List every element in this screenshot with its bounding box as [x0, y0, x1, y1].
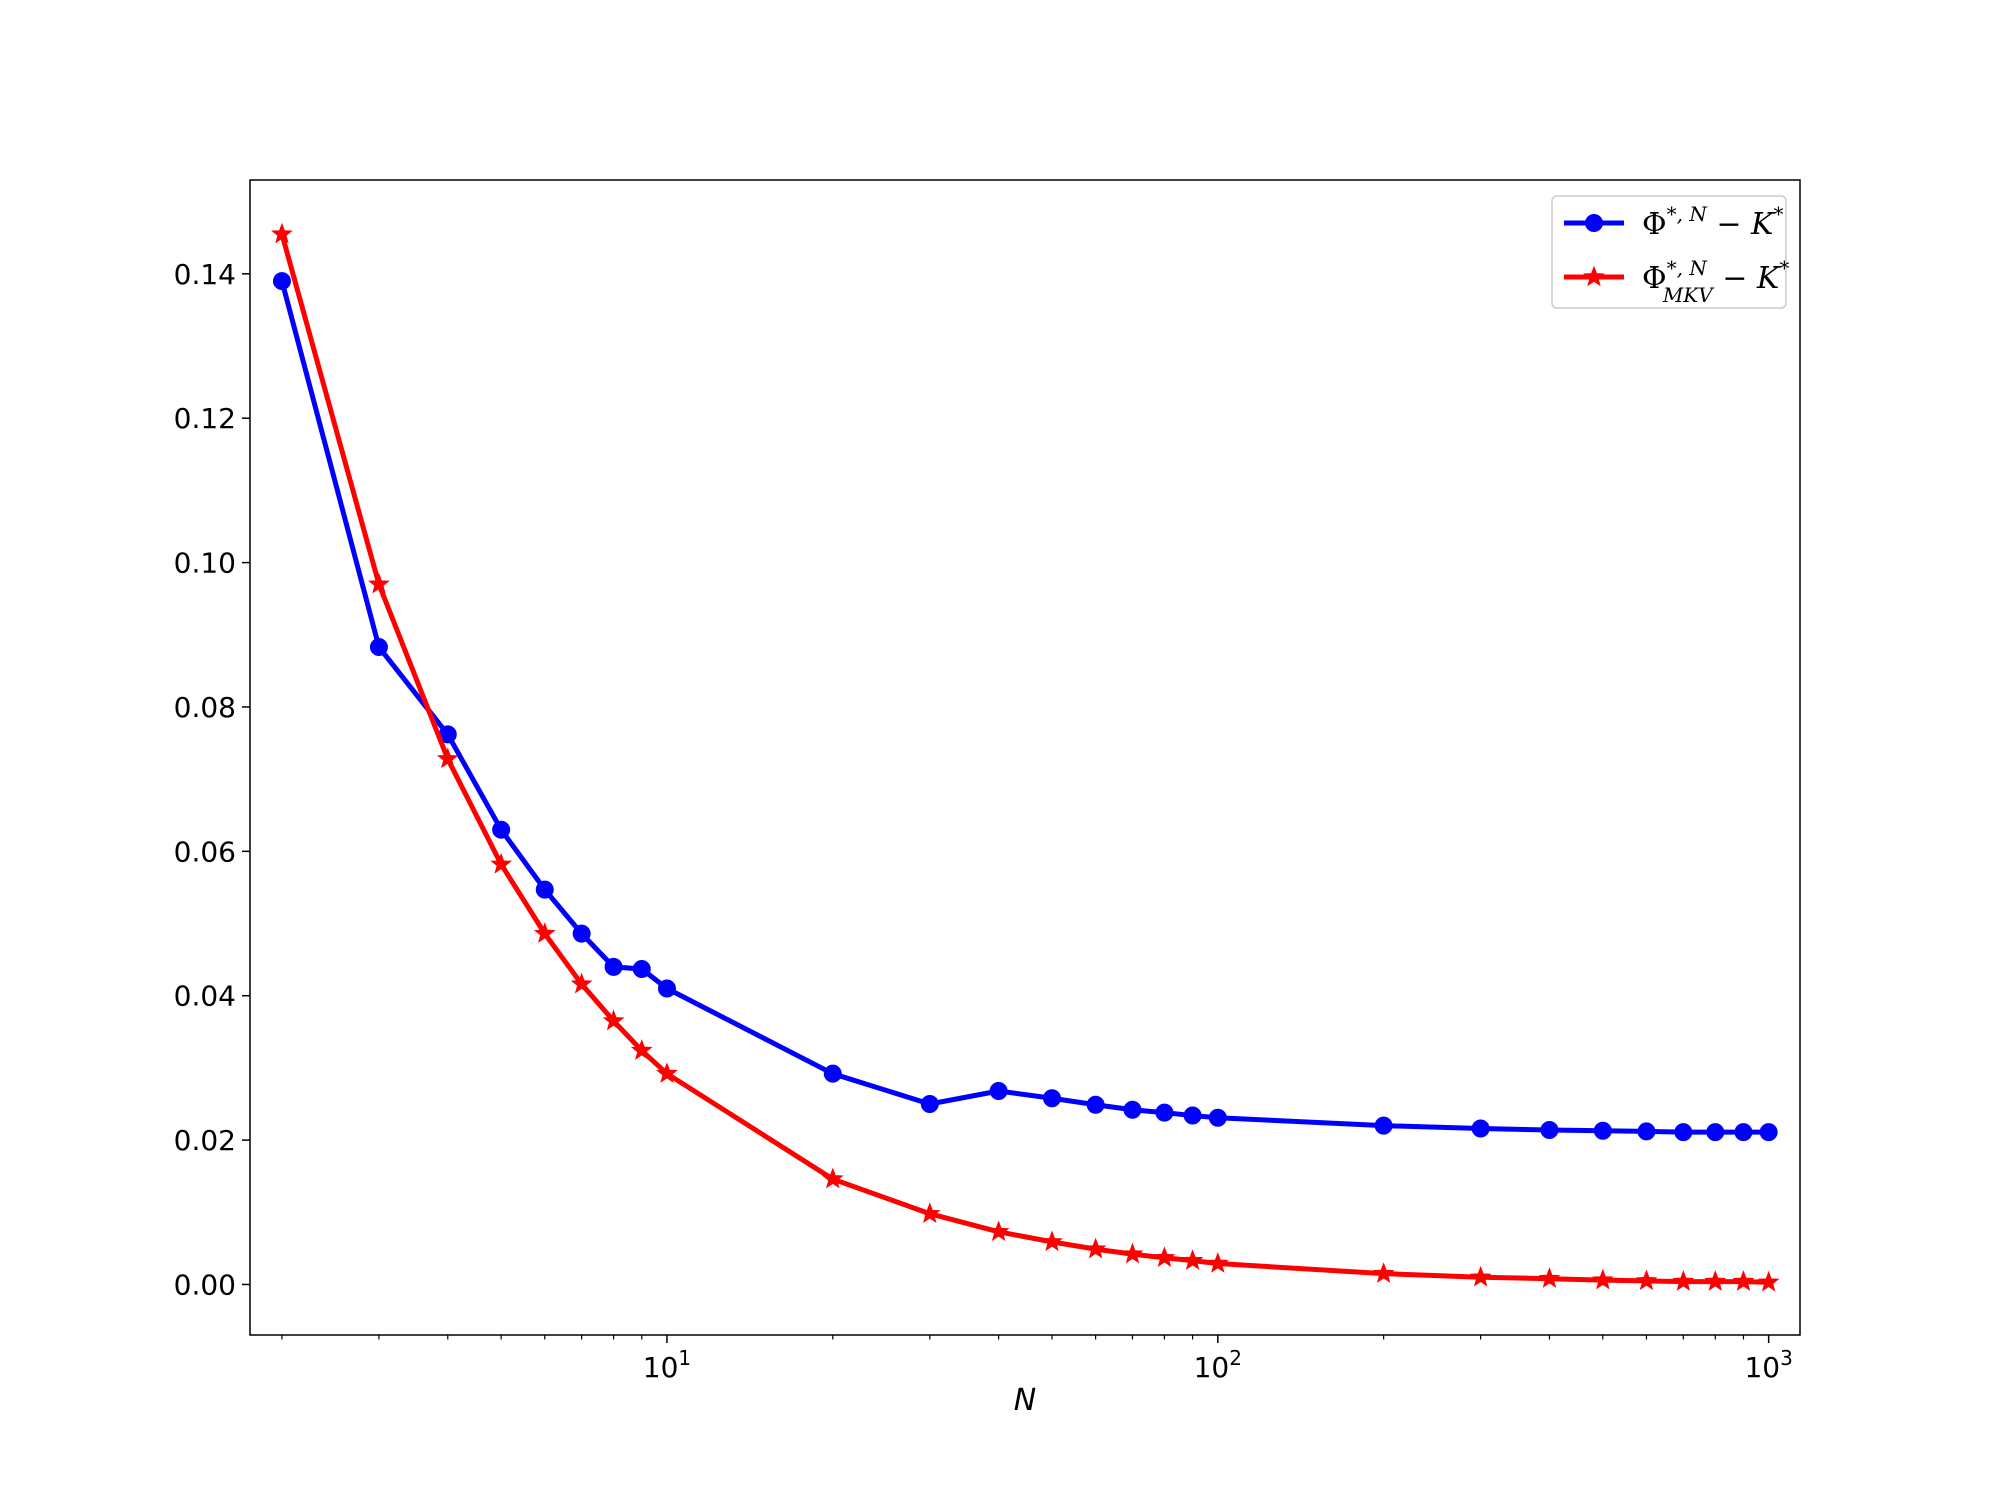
series-1-point-21 — [1591, 1268, 1614, 1290]
series-1 — [271, 222, 1780, 1292]
series-0-point-8 — [657, 979, 676, 998]
series-0-point-17 — [1208, 1108, 1227, 1127]
series-1-point-24 — [1704, 1270, 1727, 1291]
series-1-point-13 — [1084, 1237, 1107, 1259]
series-0-point-3 — [492, 820, 511, 839]
y-tick-label-3: 0.06 — [174, 835, 236, 868]
series-1-point-26 — [1757, 1270, 1780, 1292]
x-tick-label-0: 101 — [643, 1346, 691, 1384]
series-0-point-11 — [989, 1082, 1008, 1101]
y-tick-label-6: 0.12 — [174, 402, 236, 435]
series-0-point-22 — [1637, 1122, 1656, 1141]
series-0-point-6 — [604, 957, 623, 976]
y-tick-label-7: 0.14 — [174, 258, 236, 291]
series-1-point-18 — [1372, 1262, 1395, 1283]
series-1-point-16 — [1181, 1249, 1204, 1270]
series-1-point-22 — [1635, 1269, 1658, 1291]
series-0-point-16 — [1183, 1106, 1202, 1125]
y-tick-label-4: 0.08 — [174, 691, 236, 724]
series-1-point-2 — [436, 747, 459, 769]
series-0-point-9 — [823, 1064, 842, 1083]
series-1-point-4 — [533, 922, 556, 943]
series-0 — [272, 272, 1778, 1142]
plot-frame — [249, 179, 1801, 1336]
series-0-point-19 — [1471, 1119, 1490, 1138]
series-1-point-23 — [1672, 1270, 1695, 1291]
series-0-point-21 — [1593, 1121, 1612, 1140]
legend: Φ*, N − K* Φ*, N MKV − K* — [1551, 195, 1789, 309]
legend-item-1: Φ*, N MKV − K* — [1564, 256, 1789, 307]
series-0-point-25 — [1734, 1123, 1753, 1142]
legend-item-0: Φ*, N − K* — [1564, 202, 1783, 242]
series-0-point-15 — [1155, 1103, 1174, 1122]
series-0-point-14 — [1123, 1100, 1142, 1119]
series-1-point-15 — [1153, 1246, 1176, 1268]
series-1-point-7 — [630, 1039, 653, 1060]
series-0-point-13 — [1086, 1095, 1105, 1114]
series-0-point-4 — [535, 880, 554, 899]
plot-area — [250, 180, 1800, 1335]
legend-marker-1 — [1583, 265, 1605, 287]
series-0-point-18 — [1374, 1116, 1393, 1135]
series-0-point-7 — [632, 960, 651, 979]
series-1-point-1 — [368, 572, 390, 594]
series-0-point-20 — [1540, 1120, 1559, 1139]
series-1-point-20 — [1538, 1267, 1561, 1288]
series-1-point-14 — [1121, 1242, 1144, 1264]
series-0-point-1 — [369, 638, 388, 657]
series-1-point-9 — [821, 1167, 844, 1189]
series-0-point-5 — [572, 924, 591, 943]
y-tick-label-1: 0.02 — [174, 1124, 236, 1157]
series-1-point-12 — [1041, 1230, 1063, 1252]
series-1-point-5 — [570, 972, 593, 994]
series-1-point-25 — [1732, 1270, 1755, 1291]
y-tick-label-5: 0.10 — [174, 547, 236, 580]
axes-layer: 0.00 0.02 0.04 0.06 0.08 0.10 0.12 0.14 101 102 10… — [174, 258, 1793, 1384]
y-tick-label-0: 0.00 — [174, 1268, 236, 1301]
y-tick-label-2: 0.04 — [174, 980, 236, 1013]
x-axis-label: N — [1014, 1383, 1036, 1418]
series-0-point-23 — [1674, 1123, 1693, 1142]
series-1-point-3 — [490, 852, 513, 874]
series-layer — [271, 222, 1780, 1292]
series-0-point-12 — [1042, 1089, 1061, 1108]
legend-label-1: Φ*, N MKV − K* — [1642, 256, 1789, 307]
series-1-point-6 — [602, 1009, 625, 1031]
series-1-point-19 — [1469, 1265, 1492, 1287]
series-0-point-0 — [272, 272, 291, 291]
series-1-point-10 — [918, 1202, 941, 1223]
series-0-point-24 — [1706, 1123, 1725, 1142]
legend-marker-0 — [1585, 214, 1603, 232]
series-0-point-26 — [1759, 1123, 1778, 1142]
series-1-point-11 — [987, 1220, 1010, 1242]
series-1-point-8 — [656, 1062, 678, 1083]
series-1-point-0 — [271, 222, 293, 244]
series-1-point-17 — [1206, 1252, 1229, 1273]
legend-label-0: Φ*, N − K* — [1642, 202, 1783, 242]
x-tick-label-1: 102 — [1194, 1346, 1242, 1384]
x-tick-label-2: 103 — [1744, 1346, 1792, 1384]
series-0-point-10 — [920, 1095, 939, 1113]
